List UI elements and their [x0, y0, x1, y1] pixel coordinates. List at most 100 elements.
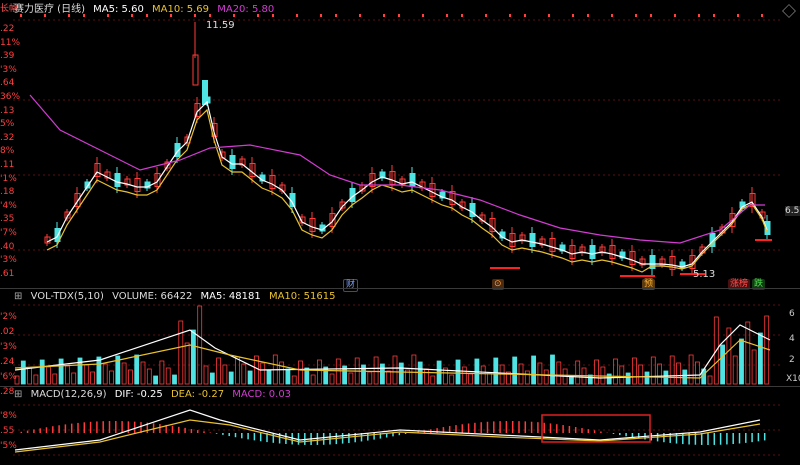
top-marker	[131, 14, 133, 17]
volume-bar	[398, 362, 404, 385]
volume-title[interactable]: VOL-TDX(5,10)	[30, 291, 104, 302]
volume-bar	[411, 354, 417, 385]
volume-bar	[707, 375, 713, 385]
volume-bar	[146, 368, 152, 385]
candle	[134, 178, 141, 192]
volume-bar	[109, 370, 114, 385]
volume-bar	[241, 363, 247, 385]
candle	[94, 163, 101, 177]
volume-bar	[58, 358, 64, 385]
vol-ma5-label: MA5: 48181	[200, 291, 261, 302]
volume-bar	[127, 369, 133, 385]
event-badge-drop[interactable]: 跌	[752, 279, 766, 290]
volume-bar	[335, 358, 341, 385]
macd-dea: DEA: -0.27	[170, 389, 225, 400]
candle	[469, 203, 476, 217]
high-price-label: 11.59	[206, 20, 235, 31]
axis-label: '1%	[0, 173, 17, 184]
panel-divider	[0, 288, 800, 289]
volume-bar	[298, 360, 303, 385]
candle	[529, 233, 536, 247]
top-marker	[20, 14, 22, 17]
volume-bar	[688, 354, 694, 385]
volume-bar	[140, 361, 146, 385]
volume-bar	[424, 368, 429, 385]
top-marker	[524, 14, 526, 17]
volume-bar	[197, 305, 203, 385]
candle	[619, 251, 626, 259]
candle	[709, 233, 716, 247]
volume-bar	[285, 368, 291, 385]
volume-bar	[14, 375, 20, 385]
volume-bar	[449, 374, 455, 385]
event-badge-limit-up[interactable]: 涨榜	[728, 279, 751, 290]
price-header: 赛力医疗 (日线) MA5: 5.60 MA10: 5.69 MA20: 5.8…	[14, 4, 279, 16]
volume-bar	[455, 359, 461, 385]
candle	[749, 193, 756, 207]
volume-bar	[379, 363, 385, 385]
volume-bar	[493, 357, 499, 385]
candle	[669, 256, 676, 270]
candle	[449, 191, 456, 205]
volume-bar	[461, 366, 467, 385]
event-badge-notice[interactable]: ⊙	[492, 279, 504, 290]
volume-bar	[739, 338, 744, 385]
axis-label: .55	[0, 426, 15, 436]
stock-title[interactable]: 赛力医疗 (日线)	[14, 4, 85, 15]
event-badge-forecast[interactable]: 预	[642, 279, 656, 290]
ma20-label: MA20: 5.80	[217, 4, 275, 15]
vol-ma10-line	[14, 339, 771, 379]
volume-bar	[405, 369, 411, 385]
top-marker	[446, 14, 448, 17]
candle	[409, 173, 416, 187]
candle	[509, 233, 516, 247]
volume-bar	[613, 358, 618, 385]
axis-label: .61	[0, 268, 15, 279]
candle	[679, 261, 686, 269]
candle	[539, 238, 546, 246]
candle	[429, 183, 436, 197]
vol-axis-4: 4	[789, 334, 795, 344]
macd-title[interactable]: MACD(12,26,9)	[30, 389, 107, 400]
volume-bar	[480, 365, 486, 385]
candle	[549, 238, 556, 252]
candle	[609, 245, 616, 259]
volume-value: VOLUME: 66422	[112, 291, 193, 302]
expand-vol-icon[interactable]: ⊞	[14, 291, 23, 302]
volume-bar	[386, 370, 392, 385]
low-price-label: 5.13	[693, 269, 716, 280]
volume-bar	[178, 320, 184, 385]
axis-label: '3%	[0, 342, 17, 352]
expand-macd-icon[interactable]: ⊞	[14, 389, 23, 400]
volume-bar	[342, 365, 348, 385]
volume-bar	[71, 372, 77, 385]
volume-bar	[361, 364, 366, 385]
volume-bar	[676, 362, 681, 385]
volume-bar	[209, 372, 215, 385]
candle	[269, 175, 276, 189]
volume-bar	[266, 369, 272, 385]
axis-label: .32	[0, 132, 15, 143]
vol-axis-2: 2	[789, 355, 795, 365]
volume-bar	[669, 355, 675, 385]
volume-bar	[650, 356, 656, 385]
volume-bar	[575, 360, 581, 385]
volume-bar	[619, 365, 625, 385]
event-badge-finance[interactable]: 财	[343, 279, 359, 292]
candle	[439, 191, 446, 199]
vol-axis-unit: X10	[786, 374, 800, 384]
top-marker	[272, 14, 274, 17]
volume-bar	[253, 355, 259, 385]
volume-bar	[46, 366, 51, 385]
volume-bar	[329, 373, 335, 385]
volume-bar	[115, 355, 121, 385]
candle	[202, 80, 208, 105]
axis-label: .18	[0, 187, 15, 198]
volume-bar	[442, 367, 448, 385]
volume-bar	[543, 369, 549, 385]
top-marker	[548, 14, 550, 17]
axis-label: 8%	[0, 146, 15, 157]
axis-label: .64	[0, 78, 15, 89]
